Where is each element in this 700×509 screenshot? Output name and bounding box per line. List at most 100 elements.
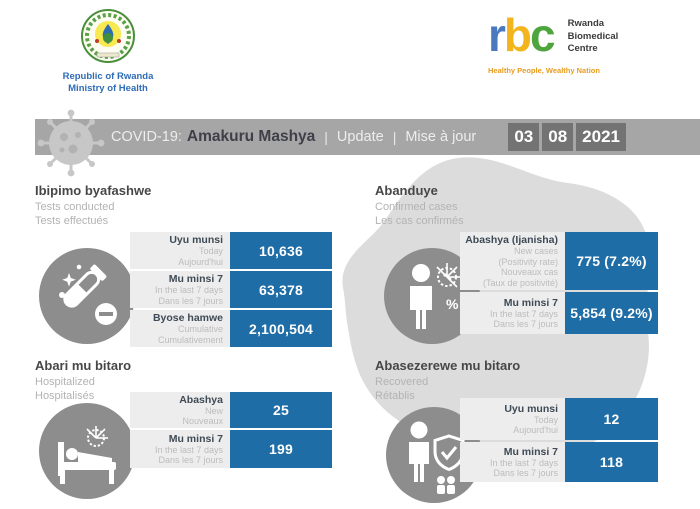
row-value: 199	[230, 430, 332, 468]
row-sublabel-fr: Cumulativement	[157, 334, 223, 345]
row-sublabel-fr2: (Taux de positivité)	[482, 277, 558, 288]
hospitalized-table: Abashya New Nouveaux 25 Mu minsi 7 In th…	[130, 392, 332, 468]
section-subtitle-fr: Tests effectués	[35, 214, 109, 227]
person-virus-percent-icon: %	[383, 247, 481, 350]
section-subtitle-en: Hospitalized	[35, 376, 95, 388]
virus-icon	[37, 109, 105, 182]
row-label-cell: Uyu munsi Today Aujourd'hui	[130, 232, 230, 269]
row-value: 63,378	[230, 271, 332, 308]
row-label: Mu minsi 7	[168, 273, 223, 285]
table-row: Uyu munsi Today Aujourd'hui 10,636	[130, 232, 332, 269]
section-subtitle-fr: Rétablis	[375, 389, 415, 402]
section-title: Abanduye	[375, 183, 438, 198]
table-row: Byose hamwe Cumulative Cumulativement 2,…	[130, 310, 332, 347]
header-mise-label: Mise à jour	[405, 129, 477, 145]
row-label-cell: Abashya (Ijanisha) New cases (Positivity…	[460, 232, 565, 290]
row-label: Mu minsi 7	[503, 445, 558, 458]
row-label-cell: Mu minsi 7 In the last 7 days Dans les 7…	[460, 292, 565, 334]
row-sublabel-en: New	[204, 405, 223, 416]
row-label: Uyu munsi	[169, 234, 223, 246]
rbc-tagline: Healthy People, Wealthy Nation	[488, 66, 600, 75]
hospital-bed-icon	[38, 402, 136, 505]
header-separator-1: |	[324, 129, 328, 145]
rwanda-coat-of-arms-icon	[76, 9, 140, 70]
section-subtitle-en: Confirmed cases	[375, 201, 458, 213]
row-label-cell: Byose hamwe Cumulative Cumulativement	[130, 310, 230, 347]
row-label-cell: Abashya New Nouveaux	[130, 392, 230, 428]
report-date: 03 08 2021	[508, 123, 626, 151]
row-sublabel-fr: Dans les 7 jours	[158, 455, 223, 465]
section-head-confirmed: Abanduye Confirmed cases Les cas confirm…	[375, 183, 464, 228]
covid-prefix: COVID-19:	[111, 129, 182, 145]
table-row: Abashya (Ijanisha) New cases (Positivity…	[460, 232, 658, 290]
rbc-letter-b: b	[503, 9, 532, 61]
row-sublabel-en: Today	[533, 414, 558, 425]
gov-logo-line1: Republic of Rwanda	[62, 71, 154, 82]
section-head-hospitalized: Abari mu bitaro Hospitalized Hospitalisé…	[35, 358, 131, 403]
row-value: 5,854 (9.2%)	[565, 292, 658, 334]
row-label-cell: Mu minsi 7 In the last 7 days Dans les 7…	[130, 430, 230, 468]
row-label-cell: Mu minsi 7 In the last 7 days Dans les 7…	[130, 271, 230, 308]
section-title: Abari mu bitaro	[35, 358, 132, 373]
row-label: Uyu munsi	[504, 402, 558, 415]
rbc-name-line3: Centre	[567, 43, 598, 54]
government-logo: Republic of Rwanda Ministry of Health	[58, 8, 158, 94]
test-tube-icon	[38, 247, 136, 350]
table-row: Abashya New Nouveaux 25	[130, 392, 332, 428]
row-sublabel-en2: (Positivity rate)	[498, 256, 558, 267]
row-value: 25	[230, 392, 332, 428]
row-label: Byose hamwe	[152, 312, 223, 324]
row-sublabel-fr: Nouveaux cas	[500, 267, 558, 277]
table-row: Mu minsi 7 In the last 7 days Dans les 7…	[460, 442, 658, 482]
rbc-letter-r: r	[488, 9, 506, 61]
section-head-recovered: Abasezerewe mu bitaro Recovered Rétablis	[375, 358, 520, 403]
row-sublabel-fr: Dans les 7 jours	[493, 319, 558, 329]
row-sublabel-fr: Aujourd'hui	[178, 256, 223, 267]
row-sublabel-en: New cases	[513, 246, 558, 256]
row-value: 10,636	[230, 232, 332, 269]
row-value: 775 (7.2%)	[565, 232, 658, 290]
confirmed-table: Abashya (Ijanisha) New cases (Positivity…	[460, 232, 658, 334]
percent-glyph: %	[446, 296, 459, 312]
rbc-name-line2: Biomedical	[567, 30, 619, 42]
rbc-letter-c: c	[530, 9, 556, 61]
section-title: Abasezerewe mu bitaro	[375, 358, 521, 373]
header-title: Amakuru Mashya	[186, 128, 316, 145]
section-subtitle-en: Recovered	[375, 376, 429, 388]
section-head-tests: Ibipimo byafashwe Tests conducted Tests …	[35, 183, 151, 228]
table-row: Mu minsi 7 In the last 7 days Dans les 7…	[130, 430, 332, 468]
row-label-cell: Uyu munsi Today Aujourd'hui	[460, 398, 565, 440]
rbc-logo: rbc Rwanda Biomedical Centre Healthy Peo…	[488, 9, 619, 75]
row-value: 12	[565, 398, 658, 440]
row-sublabel-en: In the last 7 days	[154, 285, 223, 295]
rbc-name-line1: Rwanda	[567, 18, 605, 29]
row-value: 2,100,504	[230, 310, 332, 347]
table-row: Uyu munsi Today Aujourd'hui 12	[460, 398, 658, 440]
rbc-logo-letters: rbc	[488, 9, 556, 61]
row-label: Abashya (Ijanisha)	[465, 234, 558, 246]
row-sublabel-fr: Nouveaux	[182, 416, 223, 426]
row-label: Mu minsi 7	[503, 296, 558, 309]
section-subtitle-fr: Les cas confirmés	[375, 214, 464, 227]
update-header-bar: COVID-19: Amakuru Mashya | Update | Mise…	[35, 109, 700, 177]
recovered-table: Uyu munsi Today Aujourd'hui 12 Mu minsi …	[460, 398, 658, 482]
gov-logo-line2: Ministry of Health	[68, 82, 148, 94]
header-update-label: Update	[336, 129, 384, 145]
table-row: Mu minsi 7 In the last 7 days Dans les 7…	[460, 292, 658, 334]
row-sublabel-en: In the last 7 days	[489, 457, 558, 468]
header-separator-2: |	[392, 129, 397, 145]
row-label-cell: Mu minsi 7 In the last 7 days Dans les 7…	[460, 442, 565, 482]
date-year: 2021	[576, 123, 626, 151]
row-sublabel-en: Today	[198, 246, 223, 256]
tests-table: Uyu munsi Today Aujourd'hui 10,636 Mu mi…	[130, 232, 332, 347]
row-sublabel-fr: Aujourd'hui	[513, 425, 558, 435]
section-subtitle-en: Tests conducted	[35, 201, 115, 213]
section-subtitle-fr: Hospitalisés	[35, 389, 95, 402]
row-sublabel-en: In the last 7 days	[489, 308, 558, 319]
row-value: 118	[565, 442, 658, 482]
table-row: Mu minsi 7 In the last 7 days Dans les 7…	[130, 271, 332, 308]
date-day: 03	[508, 123, 540, 151]
row-sublabel-en: Cumulative	[177, 324, 223, 334]
row-sublabel-fr: Dans les 7 jours	[493, 468, 558, 478]
row-sublabel-en: In the last 7 days	[154, 444, 223, 455]
